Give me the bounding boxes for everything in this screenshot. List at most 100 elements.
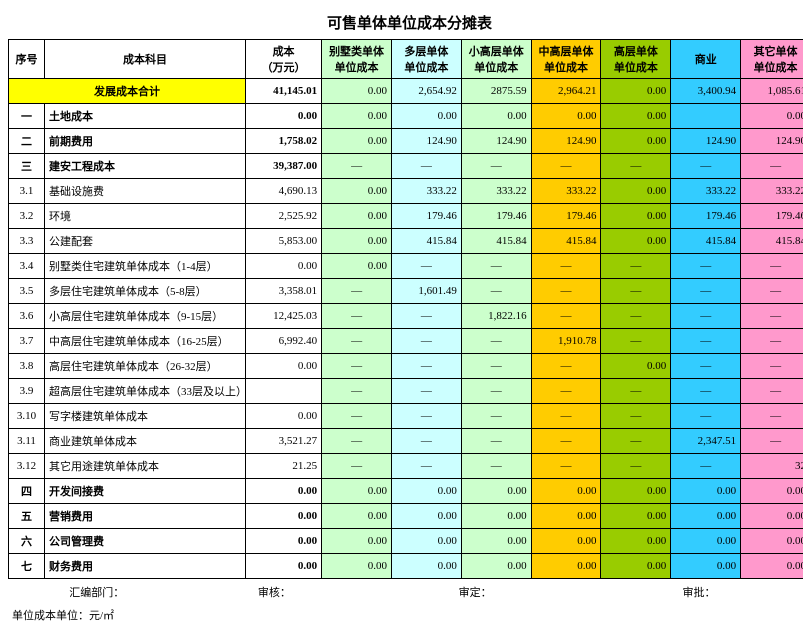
table-row: 3.12其它用途建筑单体成本21.25——————32 (9, 454, 803, 479)
row-lowhi: 0.00 (461, 529, 531, 554)
row-cost: 12,425.03 (245, 304, 321, 329)
row-idx: 3.1 (9, 179, 45, 204)
row-cost: 0.00 (245, 404, 321, 429)
row-multi: 415.84 (391, 229, 461, 254)
row-other: 0.00 (741, 504, 803, 529)
row-other: 124.90 (741, 129, 803, 154)
col-idx: 序号 (9, 40, 45, 79)
row-cost: 0.00 (245, 504, 321, 529)
row-cost: 39,387.00 (245, 154, 321, 179)
row-biz: — (671, 354, 741, 379)
row-biz: 0.00 (671, 504, 741, 529)
row-midhi: — (531, 254, 601, 279)
row-name: 公建配套 (44, 229, 245, 254)
row-lowhi: — (461, 354, 531, 379)
row-villa: — (322, 279, 392, 304)
row-midhi: — (531, 379, 601, 404)
row-lowhi: — (461, 154, 531, 179)
table-row: 三建安工程成本39,387.00——————— (9, 154, 803, 179)
row-biz: 2,347.51 (671, 429, 741, 454)
row-idx: 3.8 (9, 354, 45, 379)
row-other: 179.46 (741, 204, 803, 229)
row-midhi: 179.46 (531, 204, 601, 229)
row-cost: 0.00 (245, 529, 321, 554)
col-midhi: 中高层单体单位成本 (531, 40, 601, 79)
row-midhi: 124.90 (531, 129, 601, 154)
row-high: — (601, 454, 671, 479)
footer-table: 汇编部门： 审核： 审定： 审批： 单位成本单位：元/㎡ (8, 579, 803, 627)
row-multi: — (391, 354, 461, 379)
row-villa: — (322, 429, 392, 454)
total-villa: 0.00 (322, 79, 392, 104)
row-villa: — (322, 304, 392, 329)
header-row: 序号 成本科目 成本（万元） 别墅类单体单位成本 多层单体单位成本 小高层单体单… (9, 40, 803, 79)
row-villa: — (322, 404, 392, 429)
cost-allocation-table: 可售单体单位成本分摊表 序号 成本科目 成本（万元） 别墅类单体单位成本 多层单… (8, 8, 803, 579)
row-other: — (741, 279, 803, 304)
row-multi: 0.00 (391, 104, 461, 129)
row-midhi: 0.00 (531, 479, 601, 504)
table-row: 3.7中高层住宅建筑单体成本（16-25层）6,992.40———1,910.7… (9, 329, 803, 354)
row-multi: 0.00 (391, 504, 461, 529)
row-multi: 0.00 (391, 554, 461, 579)
row-midhi: 0.00 (531, 504, 601, 529)
row-biz: 124.90 (671, 129, 741, 154)
row-midhi: — (531, 454, 601, 479)
row-other: 0.00 (741, 529, 803, 554)
row-high: 0.00 (601, 479, 671, 504)
table-row: 3.8高层住宅建筑单体成本（26-32层）0.00————0.00—— (9, 354, 803, 379)
row-other: — (741, 404, 803, 429)
row-multi: — (391, 329, 461, 354)
row-cost: 3,358.01 (245, 279, 321, 304)
row-villa: 0.00 (322, 104, 392, 129)
row-multi: — (391, 404, 461, 429)
row-name: 公司管理费 (44, 529, 245, 554)
row-name: 环境 (44, 204, 245, 229)
row-lowhi: 124.90 (461, 129, 531, 154)
row-idx: 六 (9, 529, 45, 554)
row-idx: 四 (9, 479, 45, 504)
row-name: 中高层住宅建筑单体成本（16-25层） (44, 329, 245, 354)
row-cost: 0.00 (245, 354, 321, 379)
row-cost: 21.25 (245, 454, 321, 479)
row-lowhi: — (461, 404, 531, 429)
row-idx: 3.10 (9, 404, 45, 429)
row-name: 前期费用 (44, 129, 245, 154)
row-cost: 1,758.02 (245, 129, 321, 154)
row-midhi: 0.00 (531, 529, 601, 554)
row-idx: 3.5 (9, 279, 45, 304)
row-high: — (601, 429, 671, 454)
row-villa: 0.00 (322, 554, 392, 579)
row-cost: 4,690.13 (245, 179, 321, 204)
row-lowhi: 0.00 (461, 504, 531, 529)
table-row: 3.11商业建筑单体成本3,521.27—————2,347.51— (9, 429, 803, 454)
row-midhi: — (531, 354, 601, 379)
row-other: — (741, 154, 803, 179)
row-villa: — (322, 354, 392, 379)
row-cost: 0.00 (245, 254, 321, 279)
row-high: — (601, 254, 671, 279)
row-villa: 0.00 (322, 229, 392, 254)
row-high: 0.00 (601, 229, 671, 254)
row-midhi: 415.84 (531, 229, 601, 254)
row-name: 写字楼建筑单体成本 (44, 404, 245, 429)
row-idx: 3.11 (9, 429, 45, 454)
col-biz: 商业 (671, 40, 741, 79)
row-lowhi: — (461, 454, 531, 479)
row-midhi: — (531, 404, 601, 429)
row-lowhi: 0.00 (461, 554, 531, 579)
table-row: 一土地成本0.000.000.000.000.000.000.00 (9, 104, 803, 129)
row-biz: 333.22 (671, 179, 741, 204)
col-villa: 别墅类单体单位成本 (322, 40, 392, 79)
table-row: 六公司管理费0.000.000.000.000.000.000.000.00 (9, 529, 803, 554)
table-row: 二前期费用1,758.020.00124.90124.90124.900.001… (9, 129, 803, 154)
row-villa: 0.00 (322, 179, 392, 204)
total-biz: 3,400.94 (671, 79, 741, 104)
table-row: 五营销费用0.000.000.000.000.000.000.000.00 (9, 504, 803, 529)
row-name: 小高层住宅建筑单体成本（9-15层） (44, 304, 245, 329)
row-villa: — (322, 329, 392, 354)
row-midhi: — (531, 304, 601, 329)
row-other: — (741, 329, 803, 354)
table-row: 3.2环境2,525.920.00179.46179.46179.460.001… (9, 204, 803, 229)
table-row: 3.6小高层住宅建筑单体成本（9-15层）12,425.03——1,822.16… (9, 304, 803, 329)
